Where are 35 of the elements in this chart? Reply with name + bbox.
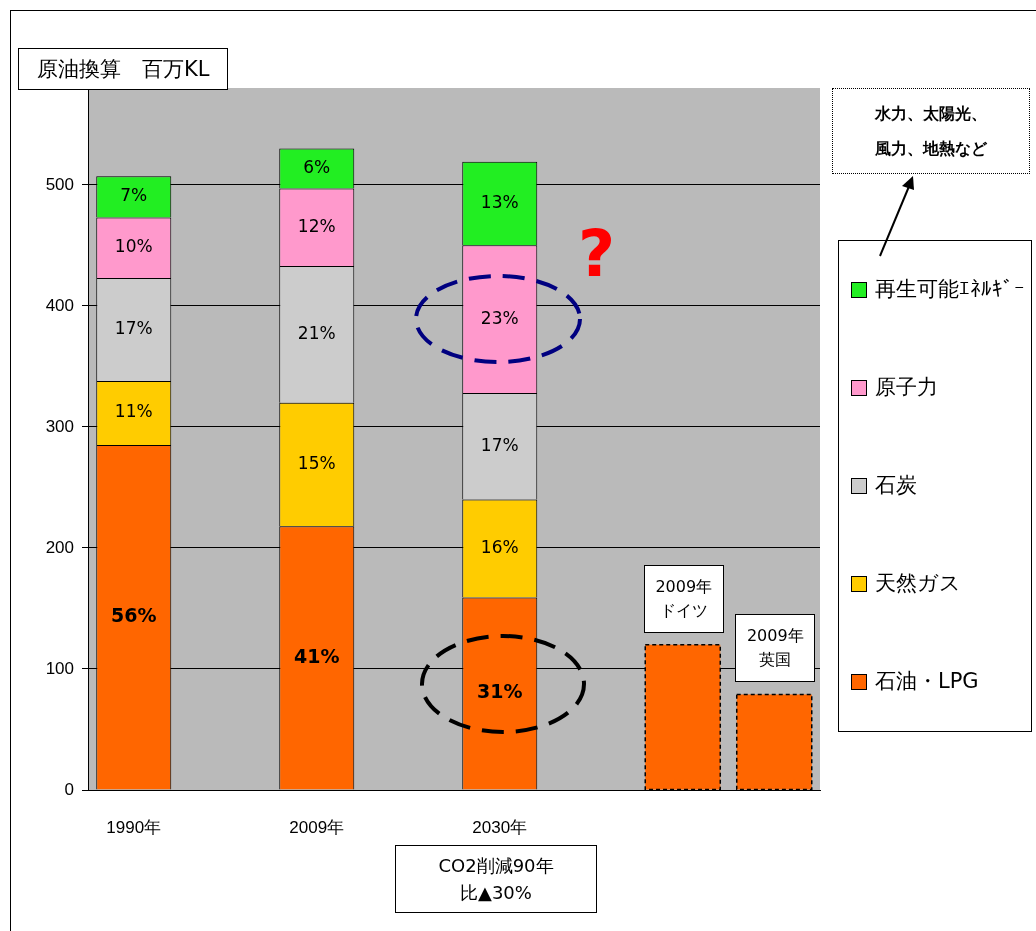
text: 水力、太陽光、風力、地熱など <box>874 102 988 160</box>
annotation: 21% <box>297 322 336 343</box>
annotation: 10% <box>114 236 153 257</box>
annotation: ? <box>578 217 616 291</box>
legend-label: 石油・LPG <box>875 668 979 696</box>
annotation: 17% <box>480 434 519 455</box>
legend-label: 天然ガス <box>875 570 961 598</box>
annotation: 41% <box>294 644 340 667</box>
y-tick-label: 400 <box>45 295 74 315</box>
x-tick-label: 2009年英国 <box>735 614 816 683</box>
annotation: 17% <box>114 317 153 338</box>
y-tick-label: 200 <box>45 537 74 557</box>
y-axis-title: 原油換算 百万KL <box>18 48 229 90</box>
annotation: 7% <box>120 185 148 206</box>
annotation: 16% <box>480 536 519 557</box>
text: CO2削減90年比▲30% <box>437 854 555 905</box>
y-tick-label: 0 <box>64 779 74 799</box>
x-tick-label: 2009年ドイツ <box>643 564 724 633</box>
x-tick-label: 1990年 <box>106 817 162 837</box>
legend-label: 原子力 <box>875 374 938 402</box>
annotation: 12% <box>297 215 336 236</box>
annotation: 23% <box>480 307 519 328</box>
y-tick-label: 300 <box>45 416 74 436</box>
annotation: 11% <box>114 401 153 422</box>
annotation: 15% <box>297 452 336 473</box>
x-tick-label: 2009年 <box>289 817 345 837</box>
annotation: 56% <box>111 604 157 627</box>
legend-label: 石炭 <box>875 472 917 500</box>
annotation: 31% <box>477 680 523 703</box>
y-tick-label: 500 <box>45 174 74 194</box>
x-tick-label: 2030年 <box>472 817 528 837</box>
annotation: 13% <box>480 192 519 213</box>
annotation: 6% <box>303 156 331 177</box>
y-tick-label: 100 <box>45 658 74 678</box>
legend-label: 再生可能ｴﾈﾙｷﾞｰ <box>875 276 1025 304</box>
